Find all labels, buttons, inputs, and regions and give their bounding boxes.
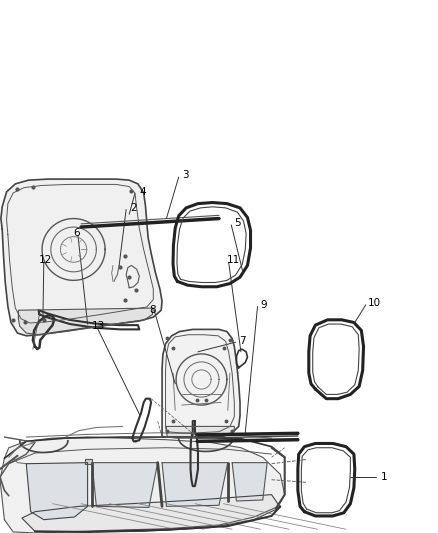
Text: 9: 9 xyxy=(261,300,267,310)
Text: 1: 1 xyxy=(381,472,388,482)
Polygon shape xyxy=(232,463,267,501)
Polygon shape xyxy=(22,495,280,532)
Text: 10: 10 xyxy=(368,298,381,308)
Polygon shape xyxy=(162,329,240,437)
Text: 12: 12 xyxy=(39,255,52,265)
Text: 3: 3 xyxy=(182,170,188,180)
Polygon shape xyxy=(26,463,88,520)
Polygon shape xyxy=(162,463,228,506)
Text: 8: 8 xyxy=(149,305,155,315)
Text: 4: 4 xyxy=(139,187,146,197)
Text: 7: 7 xyxy=(239,336,245,346)
Polygon shape xyxy=(85,459,92,464)
Polygon shape xyxy=(166,426,234,438)
Text: 11: 11 xyxy=(227,255,240,265)
Polygon shape xyxy=(1,179,162,336)
Text: 13: 13 xyxy=(92,321,105,331)
Text: 6: 6 xyxy=(74,229,80,238)
Text: 5: 5 xyxy=(234,218,241,228)
Polygon shape xyxy=(18,308,153,335)
Polygon shape xyxy=(92,463,158,507)
Text: 2: 2 xyxy=(131,203,137,213)
Polygon shape xyxy=(0,437,285,533)
